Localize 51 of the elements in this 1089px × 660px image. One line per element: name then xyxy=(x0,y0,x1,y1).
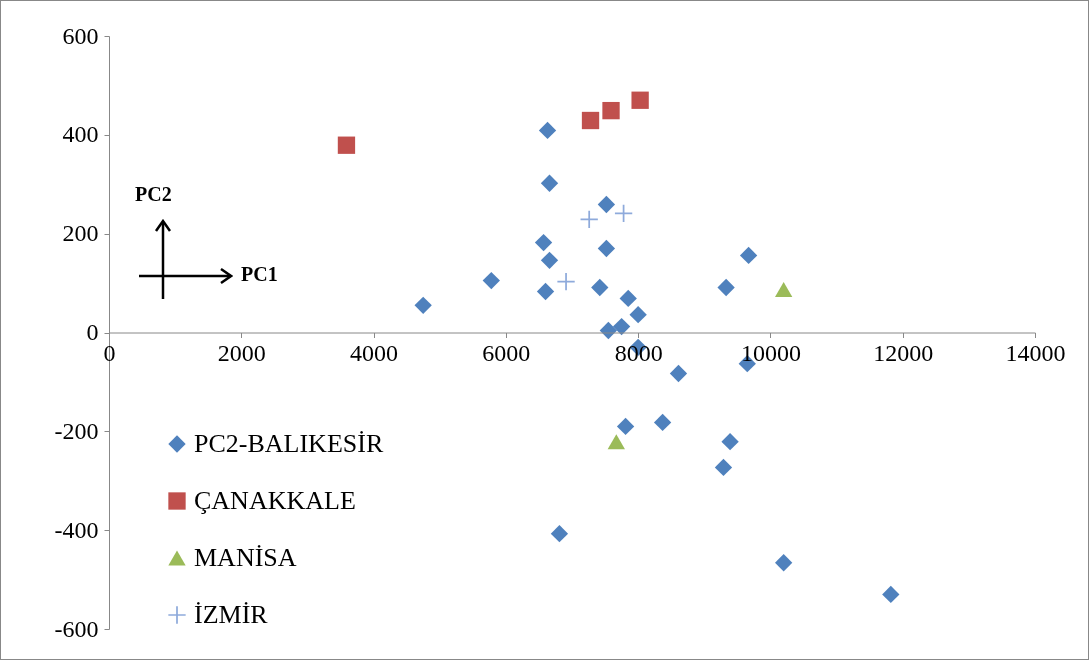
point xyxy=(669,364,688,383)
x-tick-label: 8000 xyxy=(614,340,663,366)
y-tick-label: 400 xyxy=(62,121,99,148)
y-tick-label: 0 xyxy=(86,319,99,345)
y-tick-label: -600 xyxy=(54,615,99,642)
point xyxy=(580,210,598,228)
point xyxy=(482,271,500,290)
point xyxy=(550,524,569,543)
x-tick-label: 6000 xyxy=(482,340,531,366)
legend-label: ÇANAKKALE xyxy=(194,486,356,515)
legend-label: MANİSA xyxy=(194,543,297,572)
point xyxy=(540,174,559,192)
legend-label: PC2-BALIKESİR xyxy=(194,429,384,458)
x-tick-label: 0 xyxy=(103,340,116,366)
point xyxy=(602,101,620,120)
point xyxy=(540,251,559,270)
point xyxy=(631,91,649,109)
point xyxy=(739,246,758,265)
point xyxy=(629,306,647,324)
point xyxy=(597,195,616,214)
point xyxy=(653,413,672,432)
point xyxy=(597,239,616,258)
x-tick-label: 14000 xyxy=(1005,340,1066,366)
y-tick-label: -400 xyxy=(54,516,99,543)
point xyxy=(538,121,557,140)
x-tick-label: 10000 xyxy=(740,340,801,366)
point xyxy=(612,317,631,336)
point xyxy=(717,278,735,297)
x-tick-label: 4000 xyxy=(350,340,399,366)
point xyxy=(337,136,356,154)
point xyxy=(714,458,733,477)
x-tick-label: 2000 xyxy=(217,340,266,366)
point xyxy=(536,282,555,301)
point xyxy=(581,111,600,130)
annotation: PC2 xyxy=(135,183,172,206)
point xyxy=(619,289,637,308)
annotation: PC1 xyxy=(241,263,278,286)
point xyxy=(775,282,793,298)
point xyxy=(591,278,609,297)
point xyxy=(607,434,625,450)
y-tick-label: -200 xyxy=(54,417,99,444)
point xyxy=(534,233,553,252)
y-tick-label: 200 xyxy=(62,220,99,247)
point xyxy=(775,554,793,572)
legend-label: İZMİR xyxy=(194,600,269,629)
point xyxy=(616,417,635,436)
point xyxy=(414,296,432,314)
point xyxy=(721,433,739,451)
y-tick-label: 600 xyxy=(62,22,99,49)
x-tick-label: 12000 xyxy=(873,340,934,366)
point xyxy=(882,585,900,604)
